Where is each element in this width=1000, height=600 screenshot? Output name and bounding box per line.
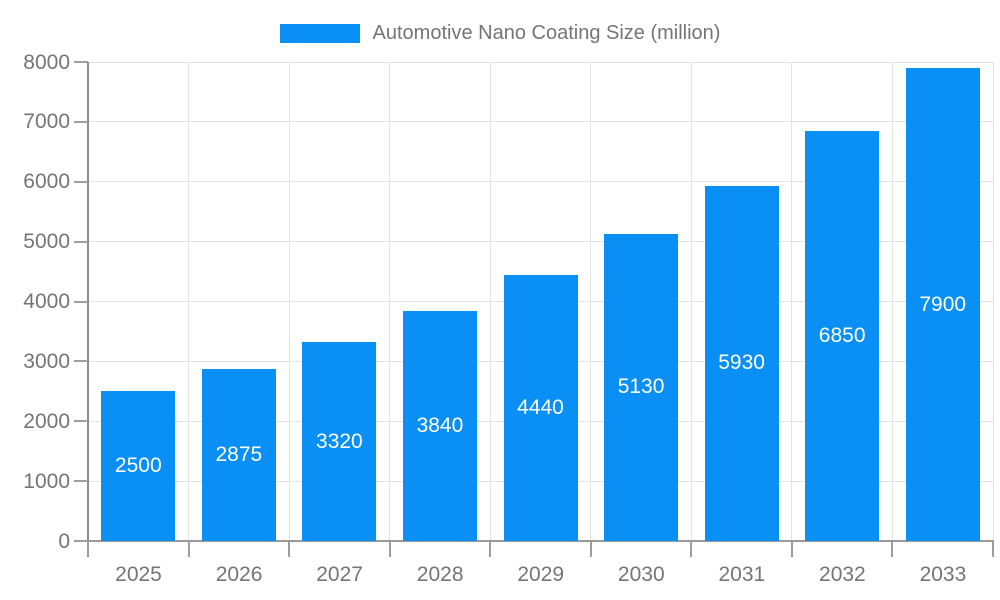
y-axis-label: 1000	[23, 469, 70, 493]
x-gridline	[489, 62, 491, 541]
x-axis-label-2028: 2028	[416, 563, 464, 586]
bar-value-label: 7900	[919, 292, 967, 316]
x-axis-label-2025: 2025	[115, 563, 162, 586]
y-tick	[74, 240, 88, 243]
x-axis-label-2030: 2030	[617, 563, 665, 586]
x-axis-label-2032: 2032	[819, 563, 866, 586]
plot-area: 2500 2875 3320 3840 4440 5130 5930 6850 7900	[87, 61, 994, 542]
bar-2029[interactable]: 4440	[503, 275, 578, 541]
x-axis-label-2026: 2026	[215, 563, 263, 586]
x-axis-label-2031: 2031	[718, 563, 766, 586]
y-tick	[74, 61, 88, 63]
x-gridline	[891, 62, 893, 541]
y-tick	[74, 180, 88, 183]
bar-2030[interactable]: 5130	[604, 233, 679, 541]
y-tick	[74, 300, 88, 303]
x-tick	[187, 542, 190, 557]
bar-value-label: 6850	[818, 323, 866, 347]
y-gridline	[88, 121, 993, 123]
bar-2033[interactable]: 7900	[905, 68, 980, 541]
x-tick	[489, 542, 492, 557]
y-tick	[74, 480, 88, 483]
bar-value-label: 3320	[316, 429, 363, 453]
bar-2026[interactable]: 2875	[201, 368, 276, 541]
bar-2028[interactable]: 3840	[402, 311, 477, 541]
y-axis-label: 8000	[23, 50, 70, 74]
y-axis-label: 5000	[23, 230, 70, 254]
x-tick	[589, 542, 592, 557]
x-tick	[288, 542, 291, 557]
x-tick	[87, 542, 89, 557]
bar-value-label: 2875	[215, 442, 263, 466]
y-axis-label: 3000	[23, 349, 70, 373]
bar-2032[interactable]: 6850	[805, 130, 880, 541]
y-axis-label: 7000	[23, 110, 70, 134]
bar-value-label: 5930	[718, 351, 765, 375]
x-tick	[790, 542, 793, 557]
y-axis-label: 0	[58, 529, 70, 553]
y-axis-label: 4000	[23, 290, 70, 313]
x-gridline	[288, 62, 290, 541]
x-axis-label-2029: 2029	[517, 563, 565, 586]
bar-2025[interactable]: 2500	[101, 391, 176, 541]
bar-2031[interactable]: 5930	[704, 185, 779, 541]
bar-value-label: 5130	[617, 375, 665, 399]
y-tick	[74, 360, 88, 363]
x-gridline	[188, 62, 190, 541]
y-axis-line	[87, 62, 89, 541]
y-gridline	[88, 61, 993, 63]
x-gridline	[389, 62, 391, 541]
x-gridline	[590, 62, 592, 541]
y-tick	[74, 420, 88, 423]
bar-value-label: 3840	[416, 414, 464, 438]
x-gridline	[690, 62, 692, 541]
x-tick	[992, 542, 994, 557]
y-gridline	[88, 181, 993, 183]
legend[interactable]: Automotive Nano Coating Size (million)	[0, 16, 1000, 50]
bar-value-label: 2500	[114, 454, 162, 478]
x-tick	[690, 542, 693, 557]
y-axis-label: 2000	[23, 409, 70, 433]
x-tick	[891, 542, 894, 557]
bar-value-label: 4440	[517, 396, 564, 420]
x-axis-label-2027: 2027	[316, 563, 363, 586]
legend-swatch	[279, 23, 360, 43]
y-tick	[74, 540, 88, 542]
x-tick	[388, 542, 391, 557]
x-gridline	[791, 62, 793, 541]
bar-2027[interactable]: 3320	[302, 342, 377, 541]
x-gridline	[992, 62, 994, 541]
y-axis-label: 6000	[23, 170, 70, 194]
x-axis-line	[87, 540, 994, 542]
y-gridline	[88, 241, 993, 243]
x-axis-label-2033: 2033	[919, 563, 967, 586]
legend-label: Automotive Nano Coating Size (million)	[372, 21, 721, 44]
y-tick	[74, 120, 88, 123]
